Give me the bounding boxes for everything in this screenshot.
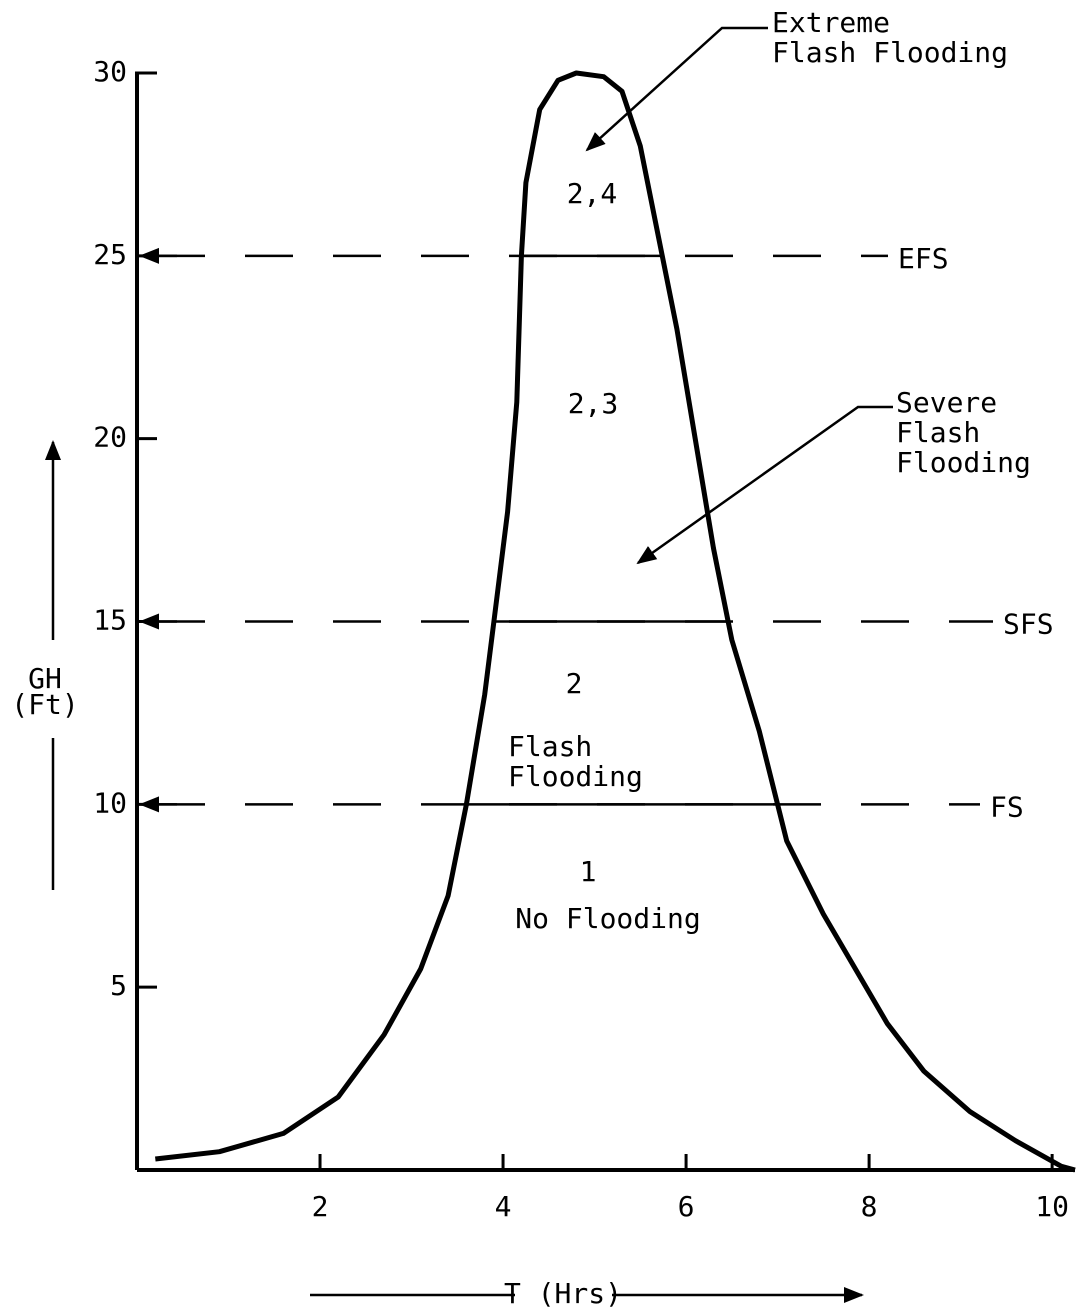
threshold-label: EFS — [898, 242, 949, 275]
y-tick-label: 30 — [93, 55, 127, 88]
region-label: 1 — [580, 855, 597, 888]
annotation: Flash Flooding — [772, 36, 1008, 69]
annotation: Flooding — [896, 446, 1031, 479]
y-axis-label: (Ft) — [11, 688, 78, 721]
x-axis-label: T (Hrs) — [504, 1277, 622, 1310]
region-label: 2,3 — [568, 387, 619, 420]
y-tick-label: 10 — [93, 786, 127, 819]
y-tick-label: 20 — [93, 421, 127, 454]
threshold-label: FS — [990, 790, 1024, 823]
x-tick-label: 6 — [678, 1190, 695, 1223]
region-label: No Flooding — [515, 902, 700, 935]
y-axis-label: GH — [28, 662, 62, 695]
threshold-label: SFS — [1003, 608, 1054, 641]
x-tick-label: 10 — [1035, 1190, 1069, 1223]
region-label: Flash — [508, 730, 592, 763]
curve — [155, 70, 1076, 1173]
region-label: 2,4 — [567, 177, 618, 210]
region-label: Flooding — [508, 760, 643, 793]
region-label: 2 — [566, 667, 583, 700]
annotation: Flash — [896, 416, 980, 449]
x-tick-label: 8 — [861, 1190, 878, 1223]
x-tick-label: 4 — [495, 1190, 512, 1223]
annotation-arrow — [636, 405, 893, 565]
y-tick-label: 25 — [93, 238, 127, 271]
annotation-arrow — [585, 26, 768, 152]
annotation: Extreme — [772, 6, 890, 39]
x-tick-label: 2 — [312, 1190, 329, 1223]
annotation: Severe — [896, 386, 997, 419]
y-tick-label: 15 — [93, 604, 127, 637]
y-tick-label: 5 — [110, 969, 127, 1002]
